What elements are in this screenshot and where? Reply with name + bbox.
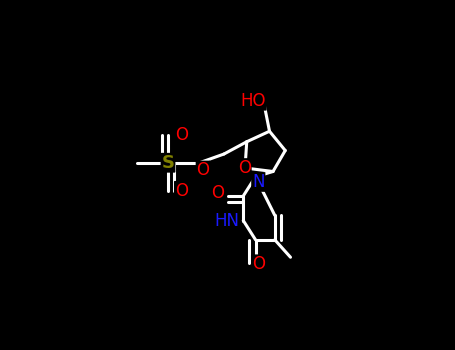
Text: S: S xyxy=(162,154,175,172)
Text: HO: HO xyxy=(240,92,266,110)
Text: HN: HN xyxy=(214,211,239,230)
Text: O: O xyxy=(197,161,209,180)
Text: O: O xyxy=(175,182,188,200)
Text: O: O xyxy=(252,255,265,273)
Text: O: O xyxy=(238,159,251,177)
Text: O: O xyxy=(211,184,224,202)
Text: N: N xyxy=(252,173,264,191)
Text: O: O xyxy=(175,126,188,144)
